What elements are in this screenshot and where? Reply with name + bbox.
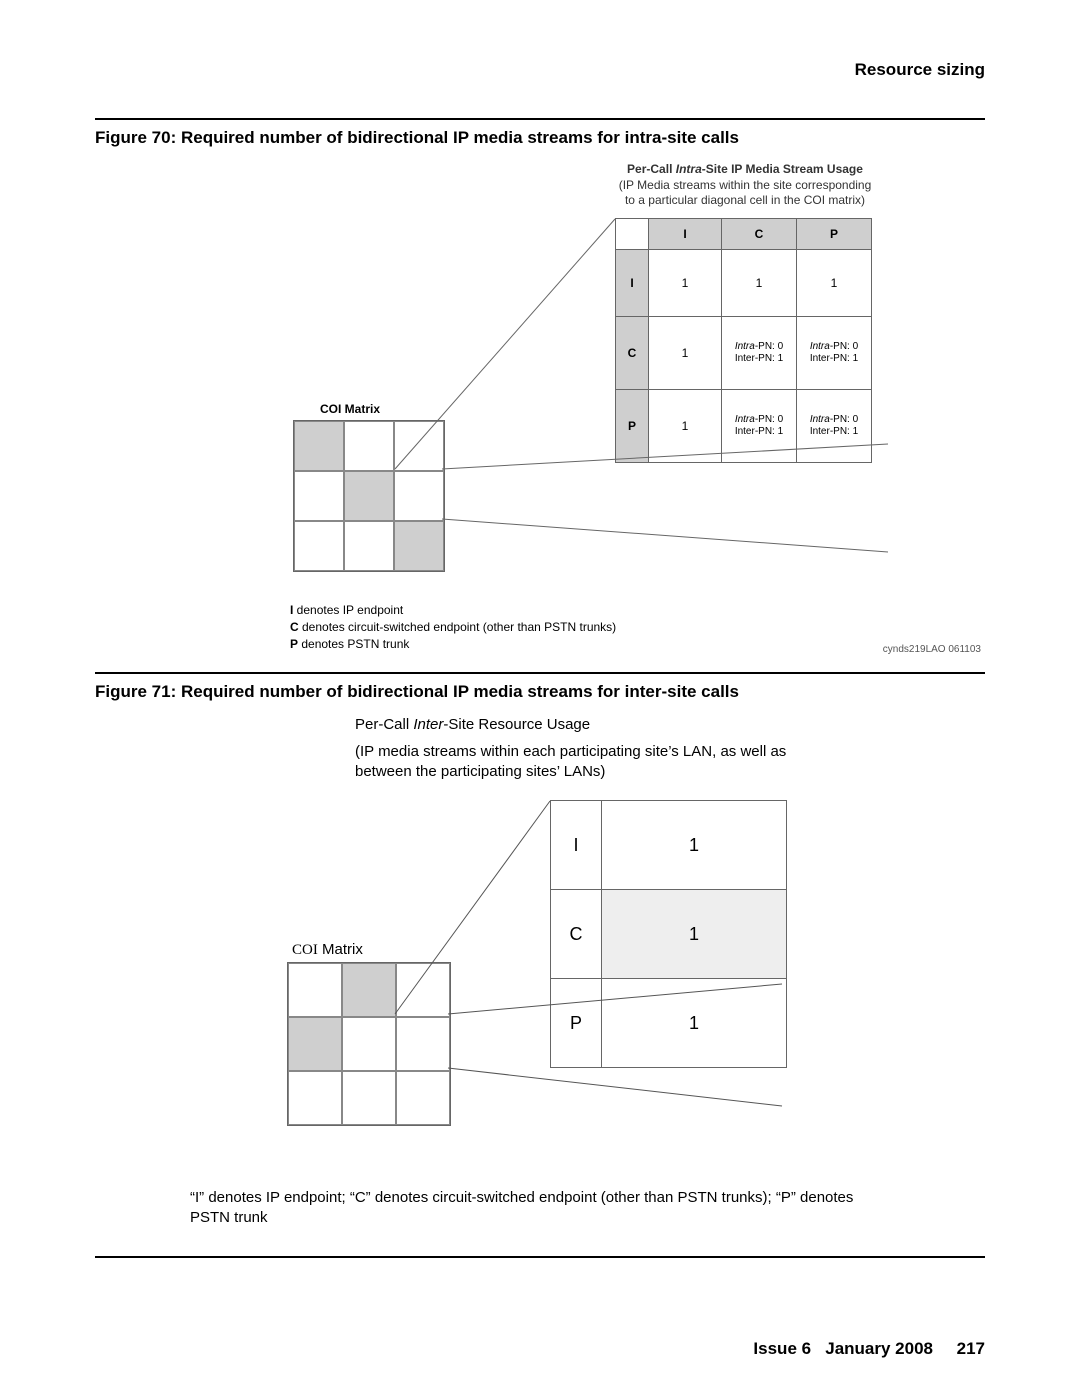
divider	[95, 1256, 985, 1258]
footer-page: 217	[957, 1339, 985, 1358]
footer-date: January 2008	[825, 1339, 933, 1358]
fig71-leader-lines	[95, 716, 985, 1216]
figure71-diagram: Per-Call Inter-Site Resource Usage (IP m…	[95, 716, 985, 1256]
legend-C: C denotes circuit-switched endpoint (oth…	[290, 619, 616, 636]
fig70-legend: I denotes IP endpoint C denotes circuit-…	[290, 602, 616, 652]
page-footer: Issue 6 January 2008 217	[753, 1339, 985, 1359]
legend-I: I denotes IP endpoint	[290, 602, 616, 619]
figure70-diagram: Per-Call Intra-Site IP Media Stream Usag…	[95, 162, 985, 672]
figure71-caption: Figure 71: Required number of bidirectio…	[95, 682, 985, 702]
fig70-code: cynds219LAO 061103	[883, 644, 981, 655]
figure70-caption: Figure 70: Required number of bidirectio…	[95, 128, 985, 148]
legend-P: P denotes PSTN trunk	[290, 636, 616, 653]
divider	[95, 118, 985, 120]
divider	[95, 672, 985, 674]
document-page: Resource sizing Figure 70: Required numb…	[0, 0, 1080, 1258]
footer-issue: Issue 6	[753, 1339, 811, 1358]
fig70-leader-lines	[95, 162, 985, 662]
page-header: Resource sizing	[95, 60, 985, 80]
fig71-legend: “I” denotes IP endpoint; “C” denotes cir…	[190, 1188, 890, 1229]
